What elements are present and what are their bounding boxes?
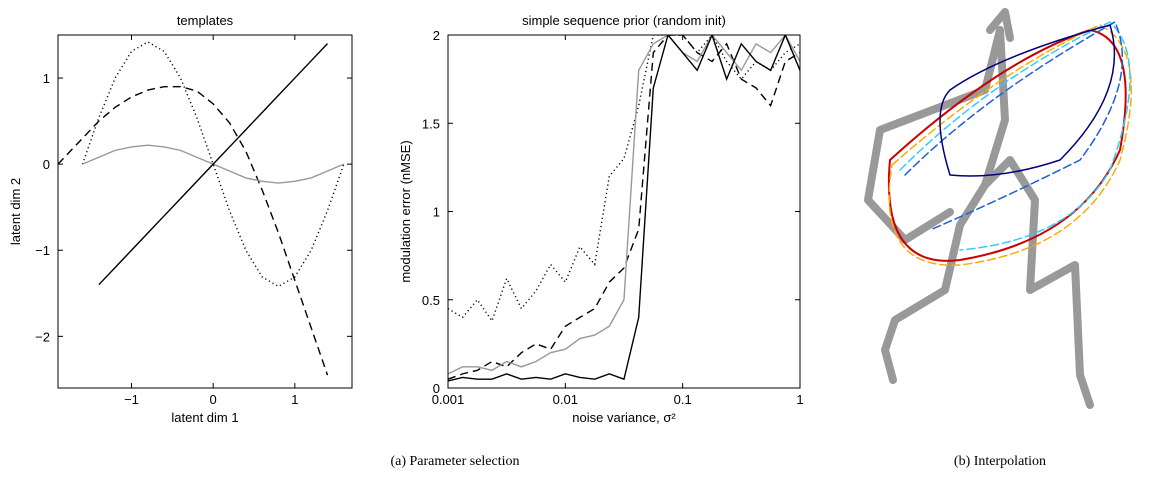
y-tick-label: 2 <box>433 28 440 43</box>
y-tick-label: 1 <box>433 205 440 220</box>
x-tick-label: −1 <box>124 392 139 407</box>
x-tick-label: 0.1 <box>674 392 692 407</box>
x-tick-label: 0.001 <box>432 392 465 407</box>
x-tick-label: 1 <box>796 392 803 407</box>
y-tick-label: 1.5 <box>422 116 440 131</box>
y-tick-label: 0 <box>43 157 50 172</box>
axes-box <box>447 34 801 389</box>
y-tick-label: −2 <box>35 329 50 344</box>
caption: (b) Interpolation <box>954 454 1046 469</box>
line-series <box>58 85 329 376</box>
x-axis-label: noise variance, σ² <box>572 410 676 425</box>
axes-box <box>57 34 353 389</box>
line-series <box>448 35 800 380</box>
line-series <box>448 35 800 382</box>
y-tick-label: 1 <box>43 71 50 86</box>
chart-title: templates <box>177 13 234 28</box>
y-axis-label: modulation error (nMSE) <box>398 140 413 282</box>
x-tick-label: 0.01 <box>553 392 578 407</box>
x-tick-label: 0 <box>210 392 217 407</box>
line-series <box>448 35 800 323</box>
y-tick-label: 0.5 <box>422 293 440 308</box>
x-tick-label: 1 <box>291 392 298 407</box>
y-axis-label: latent dim 2 <box>8 178 23 245</box>
y-tick-label: 0 <box>433 381 440 396</box>
line-series <box>448 35 800 375</box>
y-tick-label: −1 <box>35 243 50 258</box>
chart-title: simple sequence prior (random init) <box>522 13 726 28</box>
line-series <box>98 43 329 286</box>
x-axis-label: latent dim 1 <box>171 410 238 425</box>
caption: (a) Parameter selection <box>390 454 519 469</box>
skeleton-illustration <box>864 8 1132 409</box>
